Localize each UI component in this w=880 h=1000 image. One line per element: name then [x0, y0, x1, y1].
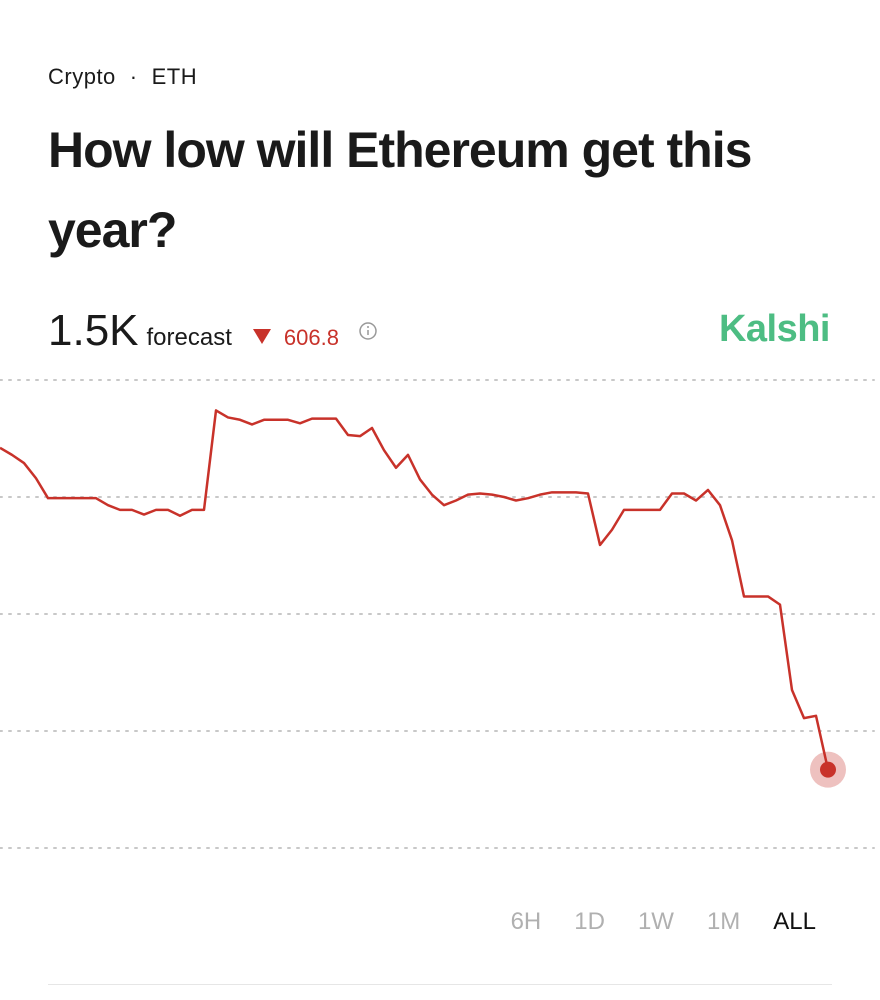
- range-button[interactable]: 6H: [510, 908, 542, 935]
- range-selector: 6H 1D 1W 1M ALL: [511, 908, 816, 936]
- subcategory[interactable]: ETH: [151, 64, 198, 89]
- range-button[interactable]: 1D: [574, 908, 605, 935]
- title: How low will Ethereum get this year?: [48, 122, 752, 258]
- forecast-value: 1.5K: [48, 306, 139, 355]
- info-icon[interactable]: [357, 320, 379, 342]
- forecast-row: 1.5K forecast 606.8: [48, 306, 379, 356]
- range-button[interactable]: 1M: [706, 908, 741, 935]
- separator: ·: [129, 64, 138, 89]
- down-arrow: [252, 329, 271, 344]
- divider: [48, 984, 832, 985]
- brand[interactable]: Kalshi: [718, 308, 831, 350]
- price-line: [0, 409, 830, 770]
- chart: [0, 379, 875, 849]
- breadcrumb: Crypto · ETH: [48, 64, 197, 90]
- range-button[interactable]: ALL: [773, 908, 816, 935]
- change: 606.8: [283, 325, 339, 350]
- last-point: [820, 761, 836, 778]
- category[interactable]: Crypto: [48, 64, 116, 89]
- range-button[interactable]: 1W: [637, 908, 674, 935]
- forecast-label: forecast: [146, 324, 232, 351]
